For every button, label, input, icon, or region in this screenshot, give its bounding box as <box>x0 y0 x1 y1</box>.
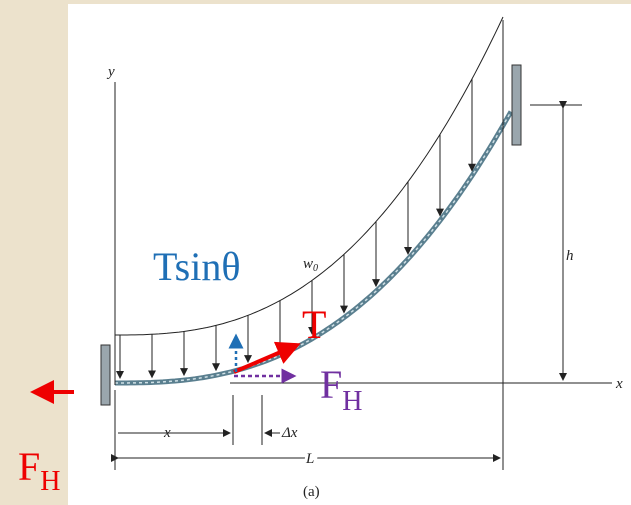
load-label: w0 <box>303 256 318 274</box>
dx-label: Δx <box>281 425 298 441</box>
x-pos-label: x <box>163 425 171 441</box>
tension-arrow <box>233 341 301 374</box>
x-label: x <box>615 376 623 392</box>
left-force-label: FH <box>18 444 60 497</box>
tension-label: T <box>302 302 326 347</box>
tension-component: Tsinθ <box>153 244 240 289</box>
right-support <box>511 64 522 146</box>
panel <box>68 4 631 505</box>
cable-strand <box>115 111 512 384</box>
span-label: L <box>305 451 314 467</box>
h-label: h <box>566 248 574 264</box>
horizontal-force-label: FH <box>320 362 362 417</box>
caption: (a) <box>303 484 320 500</box>
y-label: y <box>106 64 115 80</box>
left-support <box>100 344 111 406</box>
load-curve <box>115 16 504 336</box>
figure <box>115 16 514 386</box>
